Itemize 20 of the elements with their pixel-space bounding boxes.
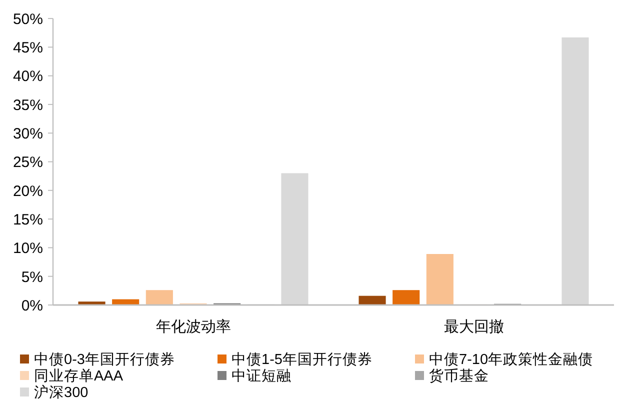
legend-label: 中债7-10年政策性金融债	[429, 351, 594, 368]
x-tick-label: 最大回撤	[444, 318, 504, 336]
y-tick-label: 25%	[12, 154, 43, 172]
legend-label: 中债0-3年国开行债券	[34, 351, 175, 368]
legend-label: 沪深300	[34, 384, 88, 402]
y-tick-label: 15%	[12, 211, 43, 228]
y-tick-label: 0%	[21, 297, 43, 314]
x-tick-label: 年化波动率	[156, 318, 231, 336]
y-tick-label: 10%	[12, 240, 43, 258]
y-tick-label: 30%	[12, 126, 43, 142]
y-tick-label: 50%	[12, 10, 43, 28]
legend-label: 货币基金	[429, 368, 489, 385]
legend-label: 中证短融	[232, 368, 292, 385]
y-tick-label: 45%	[12, 40, 43, 57]
y-tick-label: 35%	[12, 96, 43, 114]
legend-label: 中债1-5年国开行债券	[232, 351, 372, 368]
legend-label: 同业存单AAA	[34, 368, 124, 385]
y-tick-label: 5%	[21, 268, 43, 286]
y-tick-label: 20%	[12, 182, 43, 200]
y-tick-label: 40%	[12, 68, 43, 86]
